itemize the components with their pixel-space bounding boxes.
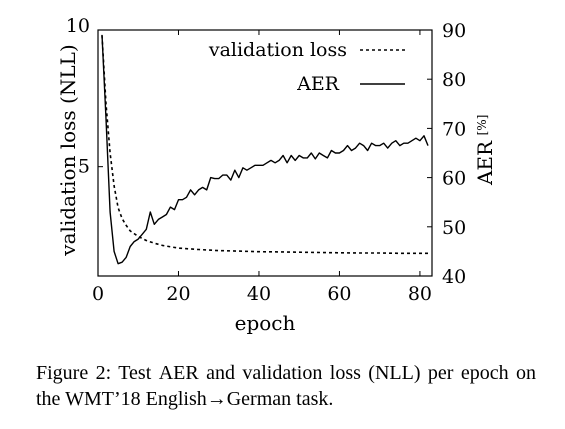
x-tick-label-80: 80: [408, 283, 432, 305]
series-layer: [101, 34, 429, 265]
y-right-tick-label-70: 70: [442, 118, 466, 140]
legend-label-aer: AER: [296, 73, 340, 95]
y-left-tick-label-5: 5: [78, 156, 90, 178]
x-tick-label-20: 20: [166, 283, 190, 305]
caption-text-1: Test: [111, 362, 159, 384]
y-axis-right-unit: [%]: [475, 115, 489, 136]
y-right-tick-label-90: 90: [442, 20, 466, 42]
y-right-tick-label-40: 40: [442, 266, 466, 288]
y-left-tick-label-10: 10: [66, 15, 90, 37]
caption-text-2: and validation loss (NLL) per epoch on t…: [36, 362, 536, 410]
y-right-tick-label-50: 50: [442, 217, 466, 239]
legend: validation loss AER: [208, 39, 405, 95]
x-tick-label-60: 60: [327, 283, 351, 305]
x-axis-label: epoch: [235, 311, 296, 335]
y-right-tick-label-60: 60: [442, 168, 466, 190]
legend-label-validation-loss: validation loss: [208, 39, 347, 61]
x-tick-label-0: 0: [92, 283, 104, 305]
caption-aer: AER: [158, 362, 199, 384]
y-right-tick-label-80: 80: [442, 69, 466, 91]
plot-frame: [97, 29, 433, 277]
caption-label: Figure 2:: [36, 362, 112, 384]
figure-chart: 0 20 40 60 80 5 10 40 50 60 70 80 90 validation loss…: [56, 15, 497, 335]
series-line-validation-loss: [101, 35, 428, 255]
y-axis-left-label: validation loss (NLL): [56, 44, 80, 256]
figure-caption: Figure 2: Test AER and validation loss (…: [36, 360, 536, 412]
x-tick-label-40: 40: [247, 283, 271, 305]
series-line-aer: [101, 34, 429, 265]
tick-labels: 0 20 40 60 80 5 10 40 50 60 70 80 90: [66, 15, 466, 305]
plot-axes: [97, 29, 433, 277]
y-axis-right-label: AER: [473, 140, 497, 186]
